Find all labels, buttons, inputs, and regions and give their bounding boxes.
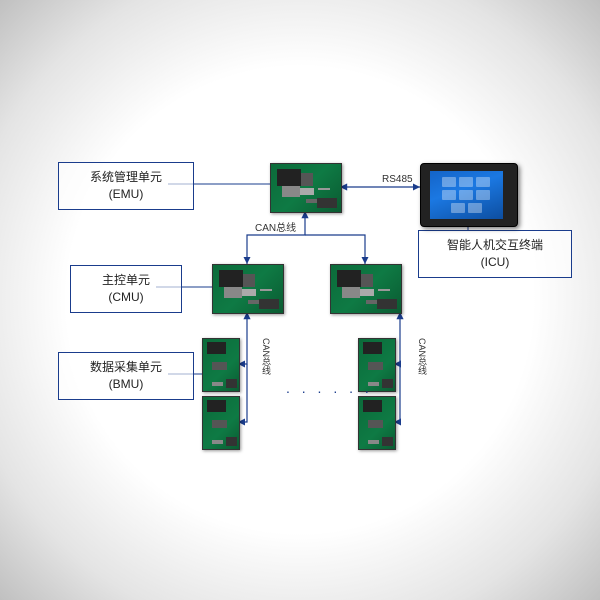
node-emu-pcb [270,163,342,213]
label-cmu-line1: 主控单元 [83,272,169,289]
label-icu: 智能人机交互终端 (ICU) [418,230,572,278]
node-bmu-b2 [358,396,396,450]
label-bmu-line1: 数据采集单元 [71,359,181,376]
link-label-can1: CAN总线 [255,219,296,234]
hmi-screen [430,171,503,219]
label-icu-line1: 智能人机交互终端 [431,237,559,254]
node-bmu-a2 [202,396,240,450]
link-label-rs485: RS485 [382,174,413,185]
node-cmu-pcb-1 [212,264,284,314]
label-emu: 系统管理单元 (EMU) [58,162,194,210]
ellipsis-dots: . . . . . . [286,380,373,396]
label-emu-line2: (EMU) [71,186,181,203]
node-cmu-pcb-2 [330,264,402,314]
node-bmu-a1 [202,338,240,392]
label-bmu: 数据采集单元 (BMU) [58,352,194,400]
label-cmu: 主控单元 (CMU) [70,265,182,313]
link-label-can-v2: CAN总线 [416,338,429,375]
link-label-can-v1: CAN总线 [260,338,273,375]
node-hmi [420,163,518,227]
label-bmu-line2: (BMU) [71,376,181,393]
label-emu-line1: 系统管理单元 [71,169,181,186]
label-icu-line2: (ICU) [431,254,559,271]
label-cmu-line2: (CMU) [83,289,169,306]
